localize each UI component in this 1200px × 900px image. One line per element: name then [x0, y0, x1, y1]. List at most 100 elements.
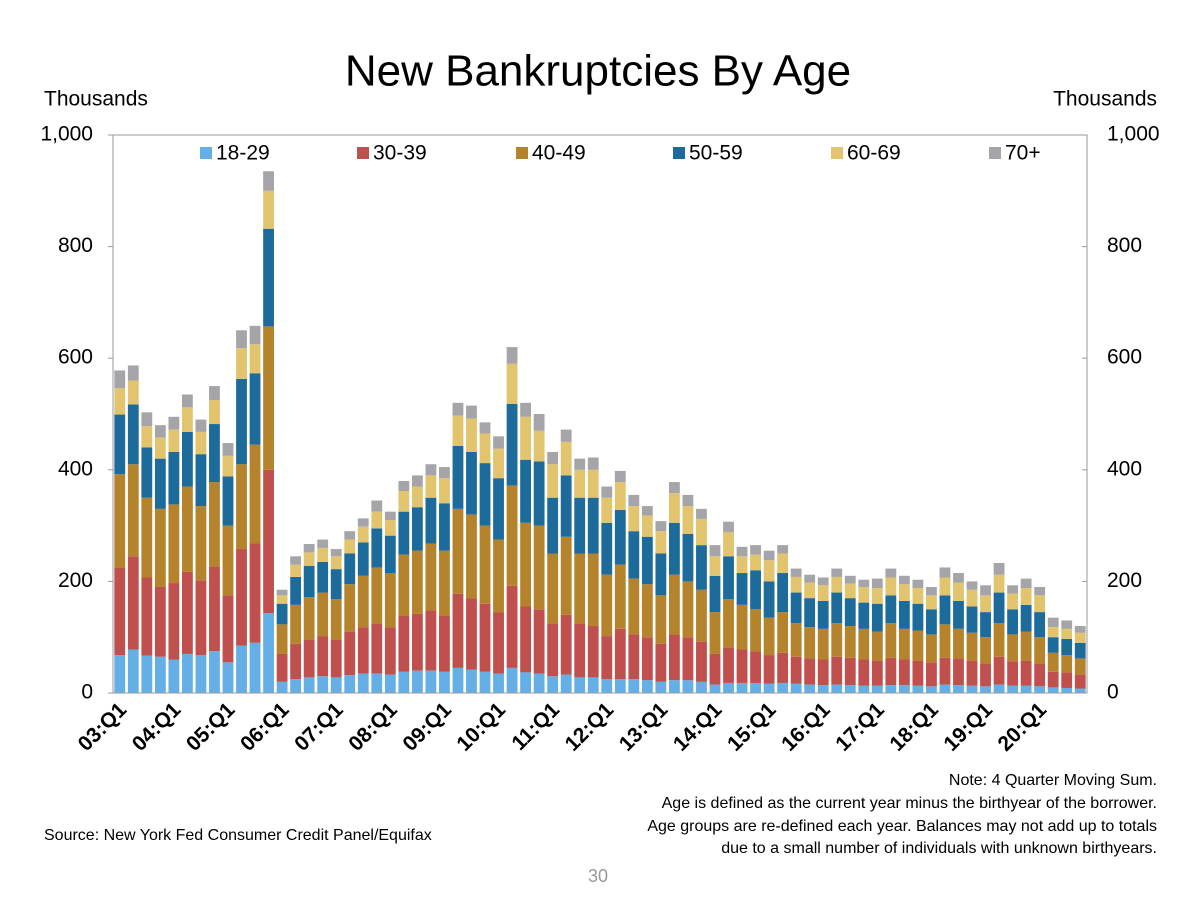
bar-segment	[614, 482, 626, 510]
bar-segment	[641, 506, 653, 516]
bar-segment	[980, 637, 991, 664]
bar-segment	[114, 370, 126, 389]
bar-segment	[317, 636, 329, 677]
bar-segment	[790, 623, 802, 657]
bar-segment	[520, 416, 532, 460]
bar-segment	[222, 476, 234, 526]
bar-segment	[398, 491, 410, 512]
bar-segment	[344, 531, 356, 540]
bar-segment	[330, 569, 342, 600]
bar-segment	[831, 684, 843, 693]
bar-segment	[1020, 685, 1032, 693]
bar-segment	[587, 469, 599, 498]
bar-segment	[750, 682, 761, 693]
bar-segment	[330, 549, 342, 557]
bar-segment	[926, 634, 937, 663]
bar-segment	[209, 386, 220, 401]
bar-segment	[398, 671, 410, 693]
bar-segment	[1007, 593, 1019, 610]
bar-segment	[682, 494, 694, 507]
bar-segment	[411, 550, 423, 614]
bar-segment	[236, 464, 247, 550]
bar-segment	[858, 659, 870, 686]
bar-segment	[290, 576, 302, 605]
bar-segment	[614, 628, 626, 680]
bar-segment	[953, 685, 964, 693]
bar-segment	[844, 626, 856, 658]
bar-segment	[493, 448, 504, 479]
bar-segment	[506, 667, 518, 693]
bar-segment	[1061, 687, 1073, 693]
bar-segment	[723, 532, 734, 557]
bar-segment	[1007, 585, 1019, 594]
bar-segment	[763, 683, 775, 693]
bar-segment	[384, 674, 396, 693]
bar-segment	[411, 475, 423, 487]
bar-segment	[263, 469, 274, 614]
bar-segment	[858, 586, 870, 603]
bar-segment	[966, 632, 978, 661]
bar-segment	[425, 464, 437, 476]
bar-segment	[209, 400, 220, 425]
bar-segment	[290, 643, 302, 680]
bar-segment	[466, 669, 477, 693]
bar-segment	[926, 609, 937, 635]
bar-segment	[493, 478, 504, 540]
bar-segment	[668, 522, 680, 575]
bar-segment	[1020, 631, 1032, 661]
bar-segment	[804, 582, 816, 599]
bar-segment	[655, 643, 667, 682]
bar-segment	[560, 536, 572, 615]
bar-segment	[939, 595, 951, 625]
bar-segment	[236, 549, 247, 646]
bar-segment	[966, 581, 978, 590]
bar-segment	[357, 518, 369, 527]
bar-segment	[926, 595, 937, 610]
bar-segment	[790, 683, 802, 693]
bar-segment	[222, 455, 234, 477]
bar-segment	[452, 445, 464, 509]
bar-segment	[276, 624, 288, 654]
bar-segment	[763, 581, 775, 618]
bar-segment	[682, 637, 694, 681]
bar-segment	[980, 595, 991, 613]
bar-segment	[668, 482, 680, 494]
bar-segment	[114, 568, 126, 656]
legend-label: 70+	[1005, 142, 1041, 165]
legend-label: 30-39	[373, 142, 427, 165]
bar-segment	[154, 425, 166, 438]
bar-segment	[1034, 637, 1046, 664]
bar-segment	[804, 684, 816, 693]
bar-segment	[181, 407, 193, 432]
bar-segment	[696, 518, 707, 546]
bar-segment	[181, 431, 193, 487]
bar-segment	[601, 522, 613, 575]
bar-segment	[601, 574, 613, 637]
bar-segment	[276, 681, 288, 693]
bar-segment	[249, 642, 261, 693]
x-tick-label: 18:Q1	[885, 698, 943, 756]
bar-segment	[587, 677, 599, 693]
bar-segment	[263, 190, 274, 229]
bar-segment	[236, 330, 247, 349]
bar-segment	[560, 475, 572, 537]
bar-segment	[168, 504, 180, 584]
bar-segment	[993, 623, 1005, 657]
bar-segment	[1034, 686, 1046, 693]
bar-segment	[885, 685, 897, 693]
bar-segment	[628, 506, 640, 532]
bar-segment	[817, 585, 829, 601]
y2-tick-label: 400	[1107, 457, 1142, 480]
bar-segment	[574, 677, 586, 693]
bar-segment	[344, 584, 356, 632]
bar-segment	[871, 660, 883, 686]
bar-segment	[844, 685, 856, 693]
bar-segment	[587, 626, 599, 678]
bar-segment	[154, 656, 166, 693]
bar-segment	[723, 521, 734, 533]
bar-segment	[750, 570, 761, 610]
bar-segment	[141, 426, 153, 448]
legend-label: 40-49	[532, 142, 586, 165]
page-number: 30	[588, 866, 608, 886]
bar-segment	[1061, 672, 1073, 688]
